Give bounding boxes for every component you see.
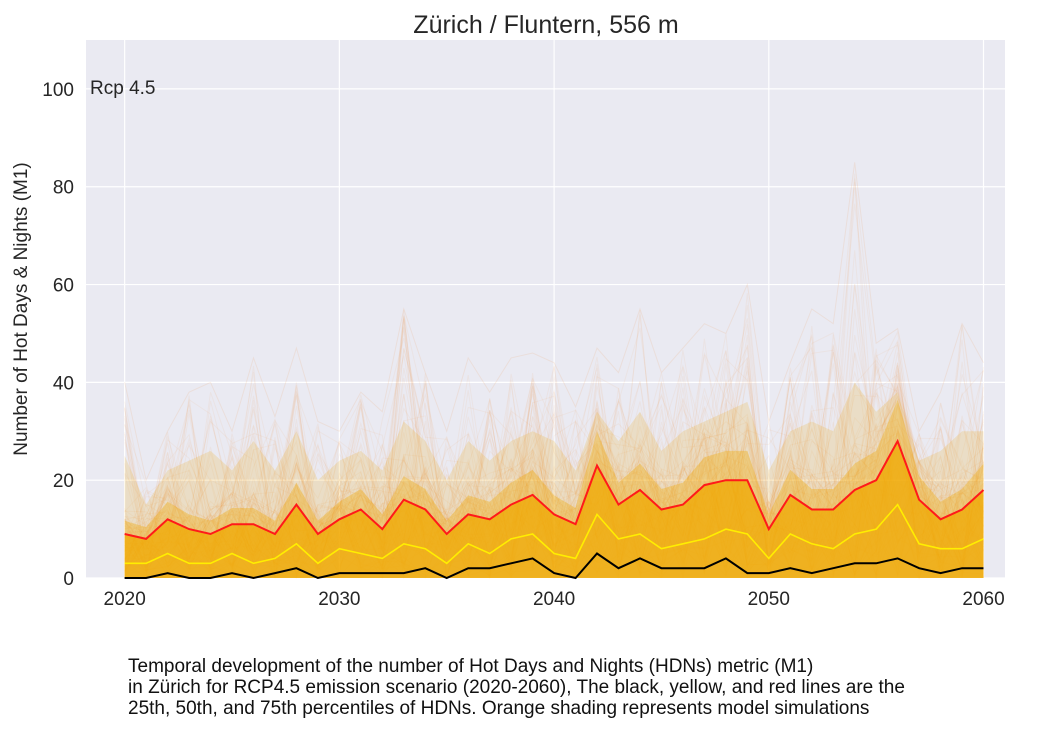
figure-caption: Temporal development of the number of Ho… [128, 656, 1033, 719]
ensemble-member-line [124, 371, 984, 580]
ensemble-member-line [124, 344, 984, 577]
caption-line-2: in Zürich for RCP4.5 emission scenario (… [128, 677, 905, 698]
y-axis-label: Number of Hot Days & Nights (M1) [11, 162, 32, 456]
ensemble-member-line [124, 314, 984, 572]
chart-title: Zürich / Fluntern, 556 m [413, 11, 678, 39]
x-tick-label: 2050 [748, 589, 790, 610]
grid-lines [86, 40, 1005, 579]
caption-line-3: 25th, 50th, and 75th percentiles of HDNs… [128, 698, 870, 719]
scenario-annotation: Rcp 4.5 [90, 78, 155, 99]
ensemble-member-line [124, 356, 984, 579]
x-tick-label: 2020 [104, 589, 146, 610]
y-tick-label: 60 [53, 276, 74, 297]
ensemble-member-line [124, 351, 984, 575]
shading-band-core [124, 441, 984, 578]
caption-line-1: Temporal development of the number of Ho… [128, 656, 814, 677]
y-tick-label: 40 [53, 373, 74, 394]
x-tick-label: 2060 [962, 589, 1004, 610]
ensemble-member-line [124, 386, 984, 578]
ensemble-max-line [124, 162, 984, 482]
percentile-lines [124, 438, 985, 580]
y-tick-labels: 0 20 40 60 80 100 [42, 80, 74, 590]
ensemble-member-line [124, 378, 984, 578]
y-tick-label: 100 [42, 80, 74, 101]
y-tick-label: 20 [53, 471, 74, 492]
x-tick-labels: 2020 2030 2040 2050 2060 [104, 589, 1005, 610]
ensemble-member-line [124, 250, 984, 571]
x-tick-label: 2030 [318, 589, 360, 610]
y-tick-label: 0 [63, 569, 74, 590]
ensemble-member-line [124, 381, 984, 579]
ensemble-member-line [124, 344, 984, 578]
ensemble-member-line [124, 337, 984, 578]
ensemble-member-line [124, 381, 984, 577]
ensemble-member-line [124, 310, 984, 577]
series-line-p25 [124, 552, 984, 580]
series-line-p75 [124, 438, 985, 540]
x-tick-label: 2040 [533, 589, 575, 610]
plot-area [86, 40, 1005, 578]
series-line-p50 [124, 503, 984, 565]
ensemble-member-line [124, 374, 984, 569]
y-tick-label: 80 [53, 178, 74, 199]
ensemble-member-line [124, 376, 984, 580]
